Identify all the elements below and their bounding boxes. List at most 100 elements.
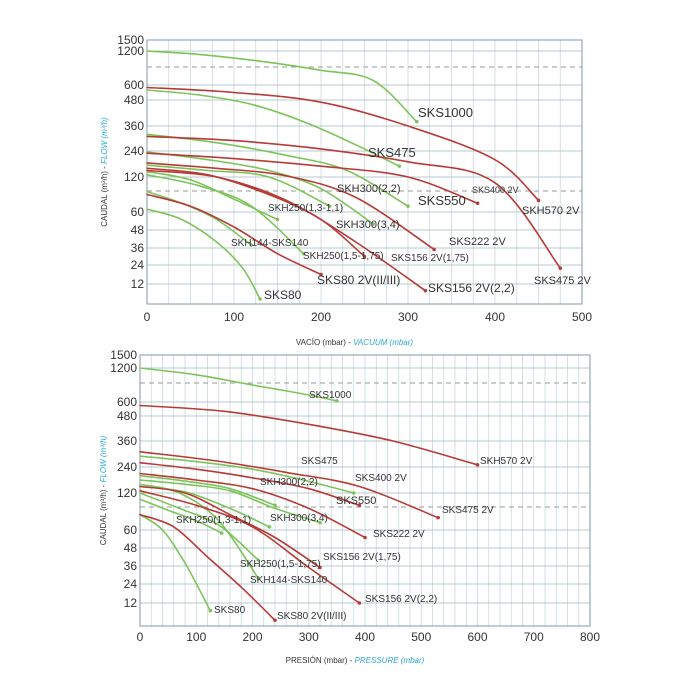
curve-label-sks475: SKS475 [301, 456, 338, 467]
series-line-sks475 [146, 89, 401, 167]
series-group [146, 50, 563, 301]
curve-label-skh250-1-3-1-1: SKH250(1,3-1,1) [176, 515, 251, 526]
series-endpoint-sks550 [318, 520, 322, 525]
series-line-sks475 [139, 455, 355, 494]
curve-label-skh250-1-3-1-1: SKH250(1,3-1,1) [268, 203, 343, 214]
y-tick-label: 24 [131, 258, 145, 272]
series-line-skh250-1-5-1-75 [146, 174, 305, 255]
series-endpoint-sks475-2v [436, 515, 440, 520]
series-endpoint-sks475-2v [558, 266, 563, 270]
series-endpoint-sks80 [258, 297, 262, 301]
series-endpoint-skh250-1-3-1-1 [219, 531, 224, 535]
y-axis-label-en: FLOW (m³/h) [99, 435, 108, 482]
series-line-sks1000 [139, 367, 338, 402]
series-endpoint-sks1000 [414, 119, 419, 124]
curve-label-skh250-1-5-1-75: SKH250(1,5-1,75) [240, 559, 321, 570]
series-endpoint-sks222-2v [432, 247, 436, 252]
y-tick-label: 36 [131, 241, 145, 255]
series-group [139, 367, 480, 623]
y-tick-label: 120 [117, 486, 137, 500]
x-tick-label: 500 [572, 310, 592, 324]
x-tick-label: 200 [311, 310, 331, 324]
curve-label-sks80-2v-ii-iii: SKS80 2V(II/III) [317, 273, 400, 287]
series-line-sks475-2v [146, 135, 562, 269]
curve-label-sks156-2v-1-75: SKS156 2V(1,75) [323, 552, 401, 563]
curve-label-sks550: SKS550 [336, 495, 376, 507]
series-endpoint-sks156-2v-2-2 [357, 601, 362, 605]
y-axis-label-es: CAUDAL (m³/h) - [99, 482, 108, 545]
series-line-sks156-2v-1-75 [139, 485, 321, 569]
series-line-sks80 [146, 208, 261, 300]
curve-label-skh300-3-4: SKH300(3,4) [336, 219, 400, 231]
series-line-sks550 [146, 133, 409, 207]
series-line-sks80-2v-ii-iii [146, 193, 322, 276]
series-line-sks475-2v [139, 451, 439, 519]
x-tick-label: 300 [299, 630, 319, 644]
y-tick-label: 48 [124, 541, 138, 555]
y-tick-label: 360 [117, 434, 137, 448]
curve-label-sks80-2v-ii-iii: SKS80 2V(II/III) [277, 611, 346, 622]
curve-label-sks1000: SKS1000 [418, 105, 473, 120]
x-tick-label: 400 [355, 630, 375, 644]
series-endpoint-skh570-2v [536, 198, 541, 203]
y-axis-label-es: CAUDAL (m³/h) - [100, 164, 109, 227]
curve-label-sks80: SKS80 [214, 605, 246, 616]
series-line-sks222-2v [139, 472, 366, 539]
series-endpoint-sks400-2v [475, 201, 480, 206]
series-endpoint-sks1000 [335, 399, 339, 403]
x-tick-label: 100 [186, 630, 206, 644]
series-endpoint-sks156-2v-2-2 [423, 288, 428, 293]
series-endpoint-skh250-1-5-1-75 [301, 251, 306, 256]
x-axis-label-en: VACUUM (mbar) [353, 338, 413, 347]
series-line-skh300-2-2 [146, 164, 331, 207]
curve-label-sks156-2v-1-75: SKS156 2V(1,75) [391, 253, 469, 264]
x-tick-label: 500 [411, 630, 431, 644]
y-tick-label: 36 [124, 559, 138, 573]
x-axis-label-en: PRESSURE (mbar) [355, 656, 425, 665]
series-line-skh144-sks140 [139, 483, 259, 579]
x-axis-label: VACÍO (mbar) - VACUUM (mbar) [296, 338, 414, 347]
x-tick-label: 800 [580, 630, 600, 644]
series-endpoint-skh300-2-2 [327, 204, 332, 208]
x-tick-label: 600 [467, 630, 487, 644]
series-line-skh570-2v [146, 86, 540, 202]
curve-labels: SKS1000 SKS475 SKS550 SKH300(2,2) SKH300(3,4… [231, 105, 592, 302]
series-endpoint-sks222-2v [363, 535, 367, 540]
series-endpoint-skh250-1-5-1-75 [256, 558, 260, 562]
y-tick-label: 1500 [117, 33, 144, 47]
y-tick-label: 480 [117, 409, 137, 423]
series-line-sks400-2v [146, 152, 479, 205]
series-endpoint-sks550 [406, 204, 410, 208]
y-axis-label-en: FLOW (m³/h) [100, 117, 109, 164]
series-line-skh300-2-2 [139, 474, 276, 507]
x-tick-label: 700 [524, 630, 544, 644]
y-tick-label: 360 [124, 119, 144, 133]
y-tick-label: 1200 [110, 361, 137, 375]
y-tick-label: 1200 [117, 44, 144, 58]
curve-label-sks400-2v: SKS400 2V [355, 473, 407, 484]
curve-label-skh570-2v: SKH570 2V [522, 205, 580, 217]
y-tick-label: 12 [124, 596, 138, 610]
series-line-skh570-2v [139, 404, 479, 466]
series-line-sks550 [139, 479, 321, 524]
curve-label-sks156-2v-2-2: SKS156 2V(2,2) [365, 594, 437, 605]
y-tick-label: 120 [124, 170, 144, 184]
grid [146, 39, 583, 304]
curve-label-skh250-1-5-1-75: SKH250(1,5-1,75) [303, 251, 384, 262]
y-tick-label: 480 [124, 93, 144, 107]
series-line-sks80-2v-ii-iii [139, 513, 276, 622]
curve-label-sks400-2v: SKS400 2V [472, 185, 519, 195]
series-line-sks156-2v-2-2 [146, 169, 427, 292]
curve-label-skh144-sks140: SKH144-SKS140 [231, 238, 309, 249]
y-tick-label: 600 [124, 78, 144, 92]
series-line-sks1000 [146, 50, 418, 123]
y-tick-label: 240 [124, 144, 144, 158]
curve-label-sks80: SKS80 [264, 288, 302, 302]
x-axis-label: PRESIÓN (mbar) - PRESSURE (mbar) [286, 656, 425, 665]
y-tick-label: 600 [117, 395, 137, 409]
series-line-skh250-1-5-1-75 [139, 492, 259, 561]
y-axis-label: CAUDAL (m³/h) - FLOW (m³/h) [100, 117, 109, 227]
y-tick-label: 48 [131, 223, 145, 237]
